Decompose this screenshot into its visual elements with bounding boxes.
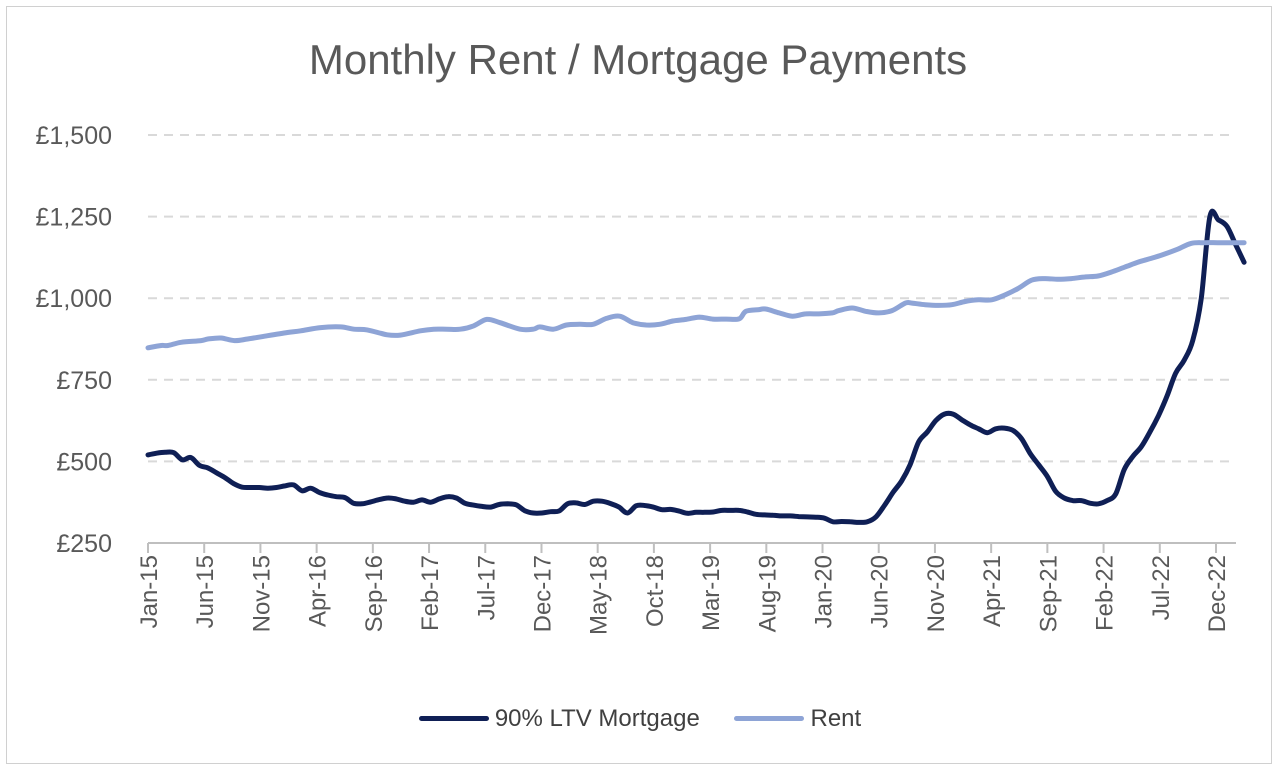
legend-item-mortgage: 90% LTV Mortgage <box>418 704 700 733</box>
x-tick-label: May-18 <box>586 555 613 635</box>
y-tick-label: £500 <box>56 448 112 476</box>
x-tick-label: Dec-22 <box>1204 555 1231 632</box>
x-tick-label: Mar-19 <box>698 555 725 631</box>
x-tick-label: Jul-22 <box>1148 555 1175 620</box>
legend-item-rent: Rent <box>734 705 861 733</box>
x-tick-label: Jun-15 <box>192 555 219 628</box>
x-tick-label: Jun-20 <box>867 555 894 628</box>
series-line-rent <box>145 240 1247 351</box>
y-tick-label: £1,000 <box>36 285 112 313</box>
chart-title: Monthly Rent / Mortgage Payments <box>308 36 968 83</box>
x-tick-label: Feb-22 <box>1092 555 1119 631</box>
legend-label-mortgage: 90% LTV Mortgage <box>494 704 700 732</box>
y-tick-label: £1,250 <box>36 204 112 232</box>
legend-swatch-rent <box>734 716 805 721</box>
legend-label-rent: Rent <box>810 704 862 732</box>
series-line-mortgage <box>145 208 1247 525</box>
x-tick-label: Feb-17 <box>417 555 444 631</box>
y-tick-label: £750 <box>56 367 112 395</box>
y-tick-label: £1,500 <box>36 122 112 150</box>
x-tick-label: Jan-15 <box>136 555 163 628</box>
y-tick-label: £250 <box>56 530 112 558</box>
x-tick-label: Nov-20 <box>923 555 950 632</box>
x-tick-label: Apr-21 <box>979 555 1006 627</box>
legend-swatch-mortgage <box>418 716 489 721</box>
legend: 90% LTV Mortgage Rent <box>0 700 1280 733</box>
x-tick-label: Apr-16 <box>305 555 332 627</box>
x-tick-label: Dec-17 <box>529 555 556 632</box>
chart-frame <box>6 6 1272 764</box>
x-tick-label: Oct-18 <box>642 555 669 627</box>
x-tick-label: Nov-15 <box>248 555 275 632</box>
x-tick-label: Aug-19 <box>754 555 781 632</box>
x-tick-label: Sep-21 <box>1035 555 1062 632</box>
x-tick-label: Jan-20 <box>811 555 838 628</box>
x-tick-label: Jul-17 <box>473 555 500 620</box>
x-tick-label: Sep-16 <box>361 555 388 632</box>
